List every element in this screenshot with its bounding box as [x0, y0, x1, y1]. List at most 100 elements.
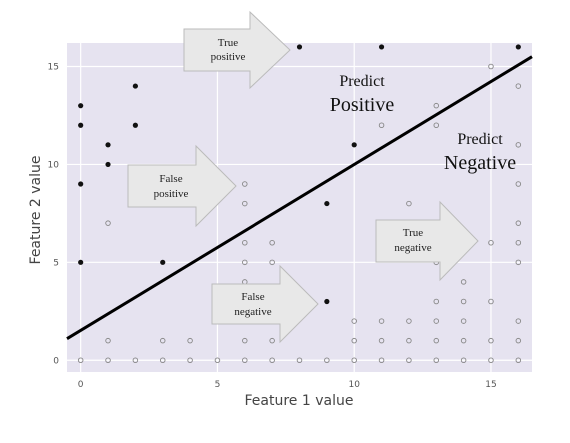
- data-point-hollow: [515, 220, 522, 226]
- data-point-hollow: [488, 337, 494, 344]
- data-point-hollow: [378, 122, 385, 128]
- data-point-filled: [105, 161, 111, 168]
- y-tick-label: 15: [48, 63, 59, 73]
- data-point-hollow: [187, 337, 193, 344]
- data-point-filled: [160, 259, 166, 265]
- data-point-hollow: [214, 357, 221, 364]
- data-point-hollow: [515, 357, 522, 364]
- data-point-hollow: [351, 337, 357, 344]
- data-point-hollow: [460, 279, 467, 285]
- false-negative-line2: negative: [234, 306, 271, 318]
- false-positive-line1: False: [159, 173, 182, 185]
- data-point-hollow: [132, 357, 139, 364]
- x-tick-label: 0: [78, 380, 84, 390]
- data-point-hollow: [515, 83, 522, 89]
- data-point-hollow: [378, 318, 385, 324]
- x-tick-label: 5: [215, 380, 221, 390]
- data-point-filled: [324, 200, 330, 207]
- data-point-filled: [78, 103, 84, 109]
- data-point-hollow: [488, 239, 494, 246]
- data-point-hollow: [159, 357, 166, 364]
- data-point-hollow: [242, 337, 248, 344]
- true-positive-line2: positive: [211, 51, 246, 63]
- true-negative-line2: negative: [394, 242, 431, 254]
- data-point-hollow: [460, 298, 467, 305]
- data-point-hollow: [460, 318, 467, 324]
- data-point-hollow: [433, 337, 440, 344]
- data-point-hollow: [433, 318, 440, 324]
- data-point-hollow: [433, 122, 440, 128]
- data-point-hollow: [242, 200, 248, 207]
- x-tick-label: 15: [485, 380, 496, 390]
- false-negative-line1: False: [241, 291, 264, 303]
- data-point-hollow: [515, 142, 522, 148]
- data-point-filled: [296, 44, 303, 50]
- data-point-filled: [78, 181, 84, 187]
- data-point-hollow: [105, 337, 111, 344]
- data-point-hollow: [269, 259, 275, 266]
- data-point-hollow: [515, 181, 522, 187]
- predict-negative-line1: Predict: [457, 131, 503, 148]
- data-point-hollow: [515, 318, 522, 324]
- data-point-hollow: [105, 220, 111, 226]
- predict-positive-line2: Positive: [330, 94, 395, 116]
- decision-boundary-line: [66, 55, 533, 340]
- data-point-hollow: [242, 181, 248, 187]
- data-point-hollow: [515, 259, 522, 266]
- data-point-hollow: [488, 298, 494, 305]
- predict-positive-line1: Predict: [339, 73, 385, 90]
- data-point-hollow: [406, 337, 412, 344]
- data-point-filled: [515, 44, 521, 50]
- true-positive-arrow: True positive: [183, 10, 291, 90]
- data-point-filled: [378, 44, 385, 50]
- y-tick-label: 5: [53, 258, 59, 268]
- data-point-filled: [132, 83, 138, 89]
- data-point-filled: [78, 259, 84, 265]
- data-point-hollow: [488, 357, 494, 364]
- x-axis-label: Feature 1 value: [245, 393, 354, 409]
- data-point-hollow: [77, 357, 84, 364]
- data-point-hollow: [460, 337, 467, 344]
- data-point-filled: [132, 122, 138, 128]
- data-point-hollow: [488, 63, 494, 70]
- true-positive-line1: True: [218, 37, 238, 49]
- data-point-hollow: [269, 337, 275, 344]
- data-point-hollow: [187, 357, 193, 364]
- true-negative-line1: True: [403, 227, 423, 239]
- data-point-hollow: [515, 239, 522, 246]
- data-point-hollow: [406, 200, 412, 207]
- data-point-hollow: [351, 357, 357, 364]
- data-point-hollow: [406, 357, 412, 364]
- data-point-hollow: [460, 357, 467, 364]
- false-positive-arrow: False positive: [127, 144, 237, 228]
- true-negative-arrow: True negative: [375, 200, 479, 282]
- data-point-filled: [351, 142, 357, 148]
- data-point-hollow: [406, 318, 412, 324]
- data-point-hollow: [242, 259, 248, 266]
- data-point-hollow: [433, 298, 440, 305]
- data-point-hollow: [433, 357, 440, 364]
- false-negative-arrow: False negative: [211, 264, 319, 344]
- data-point-hollow: [242, 239, 248, 246]
- data-point-hollow: [433, 102, 440, 109]
- data-point-hollow: [269, 357, 275, 364]
- y-ticks: 0 5 10 15: [48, 63, 60, 367]
- y-axis-label: Feature 2 value: [28, 156, 44, 265]
- data-point-hollow: [378, 357, 385, 364]
- x-ticks: 0 5 10 15: [78, 380, 497, 390]
- false-positive-line2: positive: [154, 188, 189, 200]
- data-point-hollow: [105, 357, 111, 364]
- data-point-hollow: [351, 318, 357, 324]
- data-point-hollow: [159, 337, 166, 344]
- y-tick-label: 0: [53, 356, 59, 366]
- points-layer: [77, 44, 522, 364]
- data-point-hollow: [378, 337, 385, 344]
- data-point-filled: [324, 298, 330, 305]
- data-point-hollow: [324, 357, 330, 364]
- data-point-hollow: [269, 239, 275, 246]
- data-point-filled: [105, 142, 111, 148]
- data-point-filled: [78, 122, 84, 128]
- predict-negative-line2: Negative: [444, 152, 516, 174]
- data-point-hollow: [296, 357, 303, 364]
